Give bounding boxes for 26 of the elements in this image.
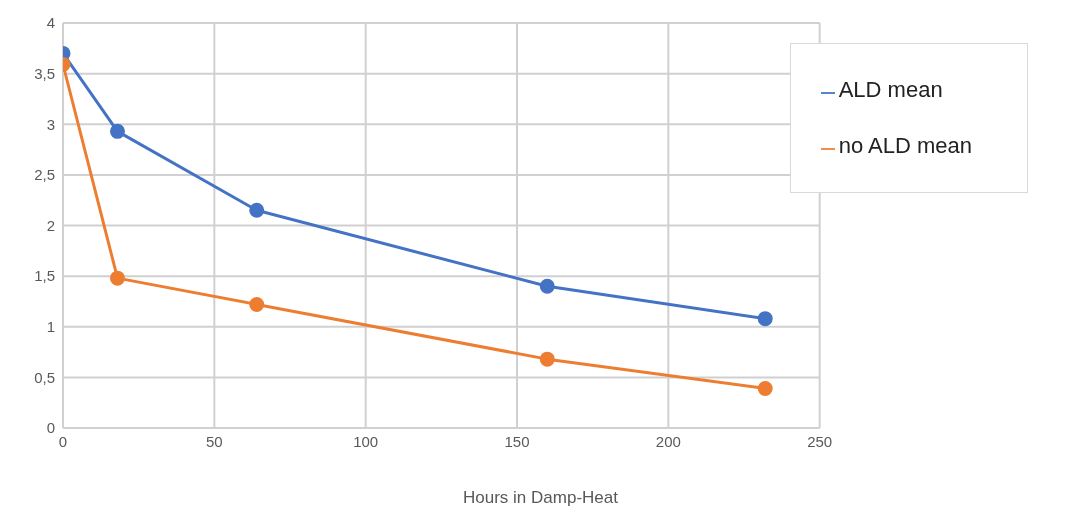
point [757,311,773,327]
legend-label: ALD mean [838,77,943,102]
legend-label: no ALD mean [838,133,972,158]
x-axis-title: Hours in Damp-Heat [462,488,619,508]
x-tick-label: 0 [58,432,68,450]
point [109,270,125,286]
point [757,381,773,397]
y-tick-label: 0,5 [34,368,55,386]
x-tick-label: 150 [504,432,530,450]
point [249,202,265,218]
y-tick-label: 2,5 [34,166,55,184]
x-tick-label: 100 [353,432,379,450]
x-tick-label: 50 [205,432,223,450]
y-tick-label: 1,5 [34,267,55,285]
point [109,123,125,139]
y-tick-label: 1 [46,318,55,336]
point [539,351,555,367]
x-tick-label: 200 [655,432,681,450]
y-tick-label: 0 [46,419,55,437]
y-tick-label: 4 [46,14,55,32]
x-tick-label: 250 [807,432,833,450]
point [249,296,265,312]
y-tick-label: 2 [46,216,55,234]
y-tick-label: 3 [46,115,55,133]
point [539,278,555,294]
y-tick-label: 3,5 [34,64,55,82]
